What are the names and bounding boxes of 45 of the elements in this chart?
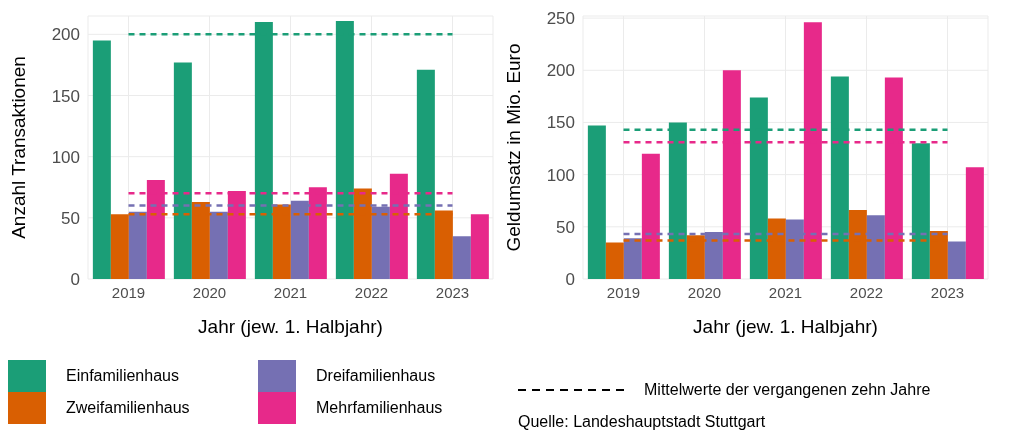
y-tick-label: 50 bbox=[61, 208, 80, 228]
bar bbox=[128, 211, 147, 279]
bar bbox=[470, 214, 489, 279]
x-tick-label: 2023 bbox=[930, 283, 965, 301]
x-tick-label: 2020 bbox=[192, 283, 227, 301]
bar bbox=[947, 241, 966, 279]
bar bbox=[911, 143, 930, 279]
legend-label: Dreifamilienhaus bbox=[316, 367, 436, 385]
y-tick-label: 0 bbox=[565, 270, 575, 290]
y-tick-label: 100 bbox=[51, 147, 80, 167]
text: Mittelwerte der vergangenen zehn Jahre bbox=[644, 380, 931, 400]
bar bbox=[965, 167, 984, 279]
y-tick-label: 150 bbox=[546, 113, 575, 133]
y-tick-label: 250 bbox=[546, 9, 575, 29]
y-tick-label: 100 bbox=[546, 165, 575, 185]
bar bbox=[641, 153, 660, 279]
x-tick-label: 2022 bbox=[849, 283, 884, 301]
x-tick-label: 2019 bbox=[111, 283, 146, 301]
bar bbox=[452, 236, 471, 279]
y-axis-title: Anzahl Transaktionen bbox=[7, 56, 29, 239]
legend-label: Mehrfamilienhaus bbox=[316, 399, 443, 417]
y-tick-label: 50 bbox=[556, 217, 575, 237]
y-tick-label: 200 bbox=[51, 25, 80, 45]
bar bbox=[92, 40, 111, 279]
y-tick-label: 150 bbox=[51, 86, 80, 106]
legend-label: Zweifamilienhaus bbox=[66, 399, 190, 417]
bar bbox=[173, 62, 192, 279]
x-tick-label: 2020 bbox=[687, 283, 722, 301]
y-tick-label: 200 bbox=[546, 61, 575, 81]
bar bbox=[209, 211, 228, 279]
x-axis-title: Jahr (jew. 1. Halbjahr) bbox=[693, 316, 878, 337]
legend-label: Einfamilienhaus bbox=[66, 367, 179, 385]
x-axis-title: Jahr (jew. 1. Halbjahr) bbox=[198, 316, 383, 337]
source-note: Quelle: Landeshauptstadt Stuttgart bbox=[518, 412, 766, 432]
bar bbox=[587, 125, 606, 279]
x-tick-label: 2022 bbox=[354, 283, 389, 301]
x-tick-label: 2021 bbox=[273, 283, 308, 301]
x-tick-label: 2019 bbox=[606, 283, 641, 301]
x-tick-label: 2023 bbox=[435, 283, 470, 301]
bar bbox=[623, 238, 642, 279]
y-tick-label: 0 bbox=[70, 270, 80, 290]
x-tick-label: 2021 bbox=[768, 283, 803, 301]
bar bbox=[605, 242, 624, 279]
bar bbox=[416, 69, 435, 279]
y-axis-title: Geldumsatz in Mio. Euro bbox=[502, 43, 524, 252]
